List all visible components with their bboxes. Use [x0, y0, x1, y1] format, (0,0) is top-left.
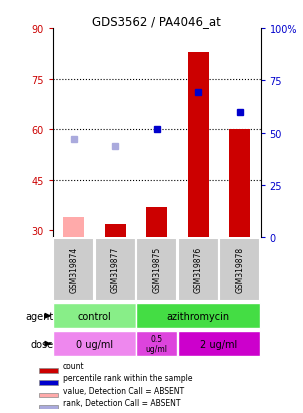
Bar — [39, 393, 58, 397]
Text: 2 ug/ml: 2 ug/ml — [201, 339, 238, 349]
Bar — [53, 304, 136, 328]
Bar — [63, 217, 84, 237]
Text: azithromycin: azithromycin — [167, 311, 230, 321]
Bar — [178, 332, 260, 356]
Bar — [188, 52, 209, 237]
Text: GSM319875: GSM319875 — [152, 247, 161, 292]
Text: GSM319876: GSM319876 — [194, 247, 203, 292]
Bar — [219, 238, 260, 301]
Text: value, Detection Call = ABSENT: value, Detection Call = ABSENT — [63, 386, 184, 395]
Text: GSM319877: GSM319877 — [111, 247, 120, 292]
Bar — [53, 332, 136, 356]
Text: agent: agent — [26, 311, 54, 321]
Bar — [105, 224, 126, 237]
Title: GDS3562 / PA4046_at: GDS3562 / PA4046_at — [92, 15, 221, 28]
Text: GSM319878: GSM319878 — [235, 247, 244, 292]
Text: control: control — [78, 311, 112, 321]
Bar — [53, 238, 94, 301]
Bar — [178, 238, 219, 301]
Bar — [39, 380, 58, 385]
Bar — [229, 130, 250, 237]
Bar — [39, 405, 58, 410]
Text: count: count — [63, 361, 85, 370]
Bar — [146, 207, 167, 237]
Bar — [136, 332, 177, 356]
Bar — [95, 238, 136, 301]
Text: rank, Detection Call = ABSENT: rank, Detection Call = ABSENT — [63, 398, 181, 407]
Bar — [136, 304, 260, 328]
Text: 0 ug/ml: 0 ug/ml — [76, 339, 113, 349]
Text: GSM319874: GSM319874 — [69, 247, 78, 292]
Text: percentile rank within the sample: percentile rank within the sample — [63, 373, 192, 382]
Bar — [136, 238, 177, 301]
Bar — [39, 368, 58, 373]
Text: dose: dose — [31, 339, 54, 349]
Text: 0.5
ug/ml: 0.5 ug/ml — [146, 334, 168, 354]
